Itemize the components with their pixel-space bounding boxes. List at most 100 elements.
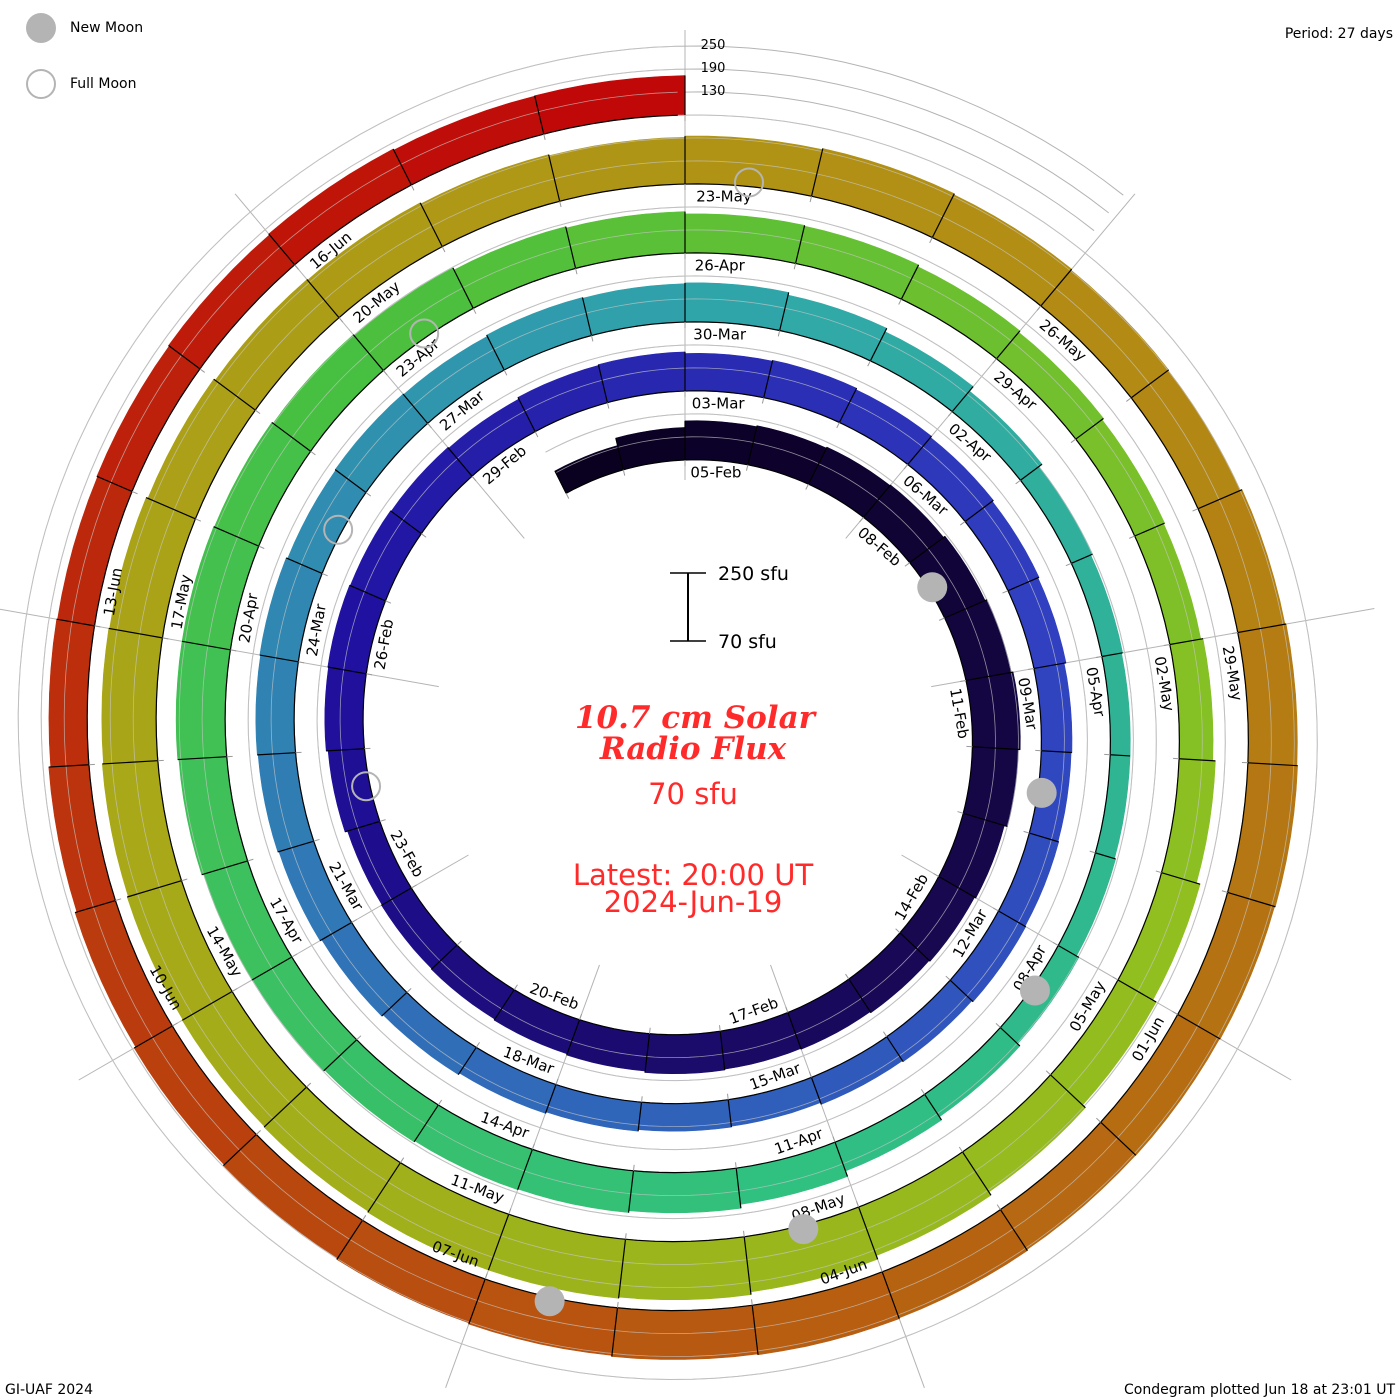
day-separator xyxy=(1134,522,1165,537)
day-tick xyxy=(1089,850,1096,854)
day-separator xyxy=(367,1162,401,1213)
flux-bar xyxy=(101,760,182,898)
day-tick xyxy=(719,1025,721,1032)
day-tick xyxy=(743,1230,745,1237)
day-tick xyxy=(365,492,372,497)
day-tick xyxy=(947,411,953,417)
day-separator xyxy=(1101,652,1123,658)
flux-bar xyxy=(175,640,231,760)
flux-bar xyxy=(486,297,592,371)
day-tick xyxy=(385,600,392,604)
day-tick xyxy=(1221,890,1228,893)
day-separator xyxy=(392,148,412,186)
day-tick xyxy=(411,884,417,889)
day-tick xyxy=(254,409,261,415)
day-separator xyxy=(944,599,988,619)
day-separator xyxy=(96,475,133,493)
day-tick xyxy=(993,907,999,912)
day-tick xyxy=(356,1035,362,1041)
new-moon-marker xyxy=(534,1286,565,1317)
day-tick xyxy=(640,1096,643,1103)
day-separator xyxy=(1177,1013,1221,1040)
day-separator xyxy=(1071,553,1093,564)
day-separator xyxy=(352,334,384,371)
day-separator xyxy=(457,1047,477,1075)
day-tick xyxy=(310,450,316,456)
day-tick xyxy=(632,1164,635,1171)
day-tick xyxy=(559,201,562,208)
flux-bar xyxy=(795,225,920,300)
radial-grid-line xyxy=(845,193,1136,539)
day-tick xyxy=(745,464,749,471)
day-separator xyxy=(349,584,386,602)
day-tick xyxy=(255,1130,261,1135)
day-separator xyxy=(259,654,299,663)
full-moon-marker xyxy=(409,318,440,349)
flux-bar xyxy=(886,979,973,1063)
day-separator xyxy=(1227,891,1276,908)
day-tick xyxy=(399,1157,405,1163)
day-separator xyxy=(1247,762,1298,767)
day-separator xyxy=(534,95,545,135)
date-label: 30-Mar xyxy=(693,325,747,343)
day-tick xyxy=(298,661,305,664)
day-tick xyxy=(410,184,415,191)
day-separator xyxy=(924,1094,942,1121)
day-tick xyxy=(258,545,265,549)
day-separator xyxy=(108,627,163,639)
flux-bar xyxy=(834,1093,942,1172)
day-separator xyxy=(909,535,946,564)
day-separator xyxy=(319,921,352,942)
day-tick xyxy=(785,1006,789,1013)
bars-layer xyxy=(17,45,1318,1380)
day-separator xyxy=(907,435,932,465)
chart-title-line1: 10.7 cm Solar xyxy=(575,700,818,736)
day-separator xyxy=(257,752,296,756)
day-tick xyxy=(366,673,373,676)
day-separator xyxy=(858,1206,879,1260)
day-separator xyxy=(719,1031,726,1071)
day-tick xyxy=(883,1031,888,1037)
day-tick xyxy=(231,988,238,992)
day-separator xyxy=(1033,662,1067,670)
day-tick xyxy=(131,491,138,495)
day-separator xyxy=(402,393,429,424)
day-tick xyxy=(1096,1117,1102,1123)
day-separator xyxy=(931,193,955,238)
day-tick xyxy=(992,358,997,364)
flux-bar xyxy=(644,1030,726,1074)
grid-level-label: 250 xyxy=(701,38,726,53)
flux-bar xyxy=(324,666,367,752)
day-tick xyxy=(933,873,939,877)
day-separator xyxy=(566,1019,581,1056)
day-separator xyxy=(1020,463,1043,481)
flux-bar xyxy=(257,752,315,853)
day-tick xyxy=(1015,479,1021,485)
day-tick xyxy=(805,483,809,490)
day-separator xyxy=(486,334,505,371)
day-separator xyxy=(419,202,443,247)
day-separator xyxy=(743,1236,752,1295)
day-tick xyxy=(879,1266,883,1273)
day-separator xyxy=(213,378,256,411)
date-label: 05-Feb xyxy=(690,463,741,481)
flux-bar xyxy=(554,445,624,494)
day-tick xyxy=(338,317,344,323)
scale-bar xyxy=(670,572,706,642)
flux-bar xyxy=(582,283,686,336)
day-separator xyxy=(999,1027,1021,1047)
day-separator xyxy=(644,1033,651,1073)
new-moon-marker xyxy=(1026,777,1057,808)
grid-level-label: 190 xyxy=(701,61,726,76)
day-tick xyxy=(1163,644,1170,647)
latest-value: 70 sfu xyxy=(648,777,738,811)
day-separator xyxy=(430,944,458,970)
day-separator xyxy=(213,526,259,547)
new-moon-marker xyxy=(917,572,948,603)
day-tick xyxy=(382,370,388,376)
day-separator xyxy=(381,887,412,906)
day-separator xyxy=(779,292,790,331)
day-tick xyxy=(995,1023,1001,1028)
day-separator xyxy=(548,154,561,202)
day-separator xyxy=(544,1084,557,1114)
